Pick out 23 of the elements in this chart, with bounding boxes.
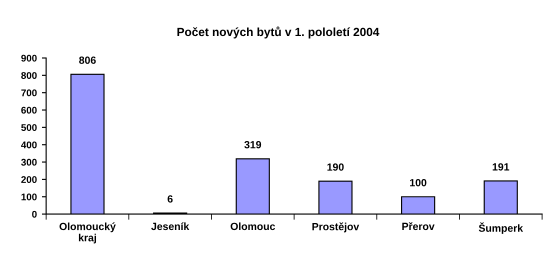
y-tick-label: 800 <box>21 72 37 79</box>
y-tick-label: 200 <box>21 176 37 184</box>
y-tick-label: 700 <box>21 89 37 96</box>
chart-title: Počet nových bytů v 1. pololetí 2004 <box>177 26 380 38</box>
x-tick-label: Olomoucký kraj <box>60 222 116 244</box>
data-label: 6 <box>168 195 173 203</box>
y-tick-label: 100 <box>22 193 37 200</box>
y-tick-label: 400 <box>21 141 37 148</box>
data-label: 100 <box>410 178 426 186</box>
y-tick-label: 300 <box>21 158 37 166</box>
y-tick-label: 500 <box>21 124 37 131</box>
data-label: 806 <box>79 56 96 64</box>
x-tick-label: Šumperk <box>478 222 524 234</box>
data-label: 319 <box>244 140 262 148</box>
x-tick-label: Olomouc <box>230 222 276 230</box>
y-tick-label: 900 <box>21 54 37 62</box>
x-tick-label: Jeseník <box>151 222 190 230</box>
y-tick-label: 0 <box>32 210 37 218</box>
x-tick-label: Přerov <box>402 222 435 230</box>
data-label: 190 <box>327 163 344 171</box>
x-tick-label: Prostějov <box>312 222 360 232</box>
data-label: 191 <box>492 163 510 171</box>
y-tick-label: 600 <box>21 106 37 114</box>
